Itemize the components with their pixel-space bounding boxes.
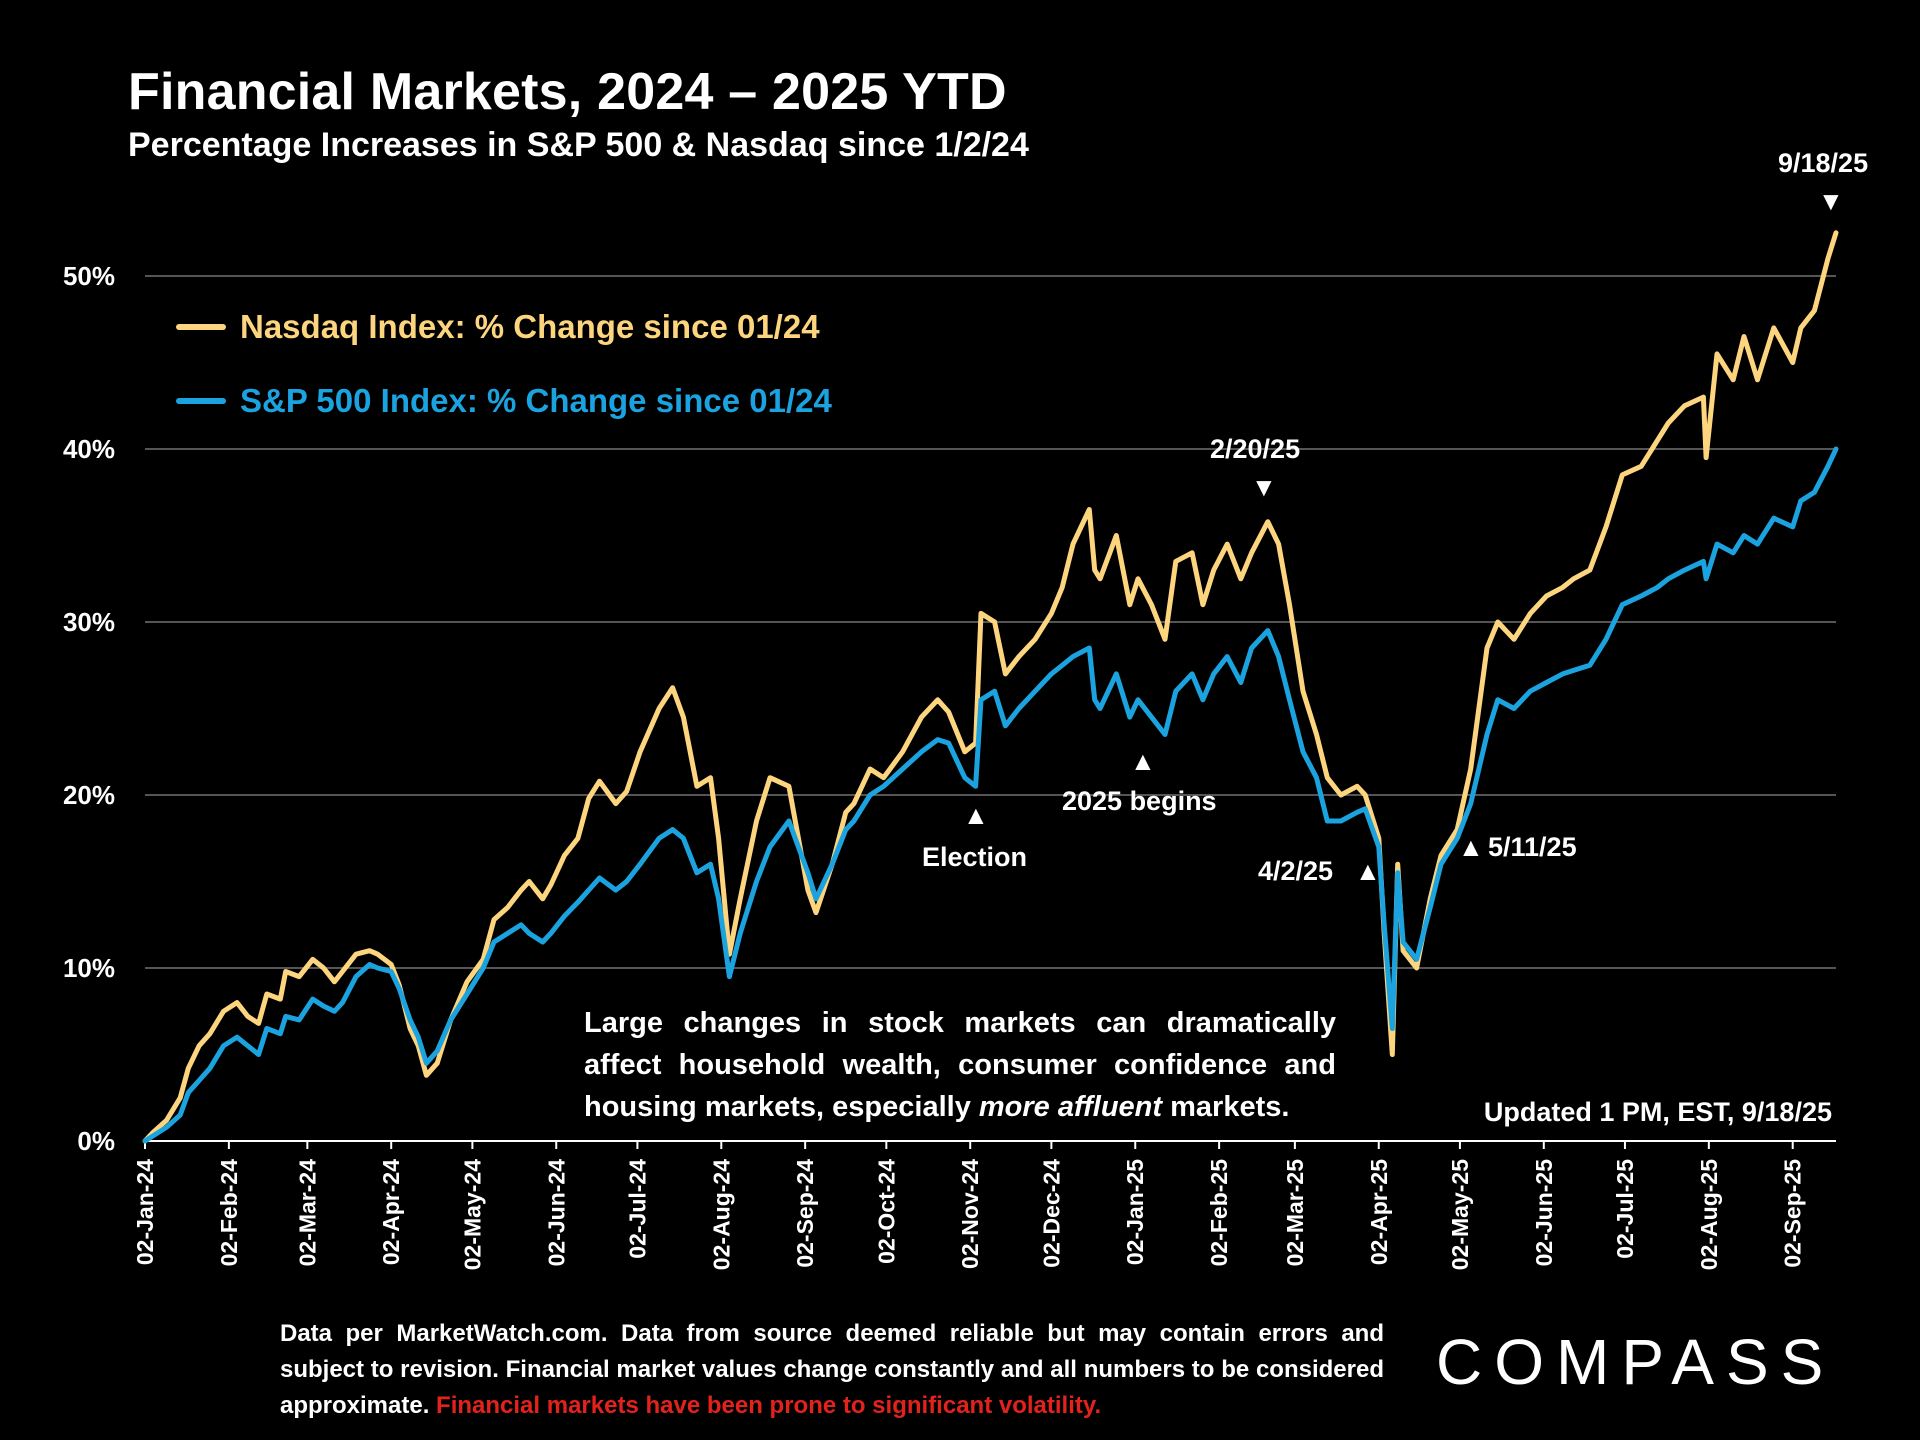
x-tick-label: 02-May-24	[459, 1159, 485, 1270]
series-lines	[142, 230, 1839, 1144]
x-tick-label: 02-May-25	[1447, 1159, 1473, 1270]
annotation-apr2: 4/2/25	[1258, 856, 1334, 886]
legend-item-sp500: S&P 500 Index: % Change since 01/24	[176, 382, 832, 420]
annotation-begins: 2025 begins	[1062, 786, 1217, 816]
chart-subtitle: Percentage Increases in S&P 500 & Nasdaq…	[128, 126, 1029, 164]
y-tick-label: 30%	[63, 607, 115, 637]
annotation-election: Election	[922, 842, 1028, 872]
footer-text: Data per MarketWatch.com. Data from sour…	[280, 1320, 1384, 1419]
annotation-end-date: 9/18/25	[1778, 148, 1869, 178]
x-tick-label: 02-Sep-24	[792, 1159, 818, 1268]
chart-title: Financial Markets, 2024 – 2025 YTD	[128, 63, 1007, 121]
x-tick-label: 02-Jun-25	[1531, 1159, 1557, 1267]
updated-timestamp: Updated 1 PM, EST, 9/18/25	[1483, 1097, 1832, 1127]
legend-swatch-sp500	[176, 398, 226, 404]
x-tick-label: 02-Jan-24	[132, 1159, 158, 1265]
x-tick-label: 02-Mar-24	[294, 1159, 320, 1267]
annotation-may11-arrow: ▲	[1458, 832, 1484, 862]
legend-item-nasdaq: Nasdaq Index: % Change since 01/24	[176, 308, 820, 346]
y-tick-label: 50%	[63, 261, 115, 291]
y-tick-label: 20%	[63, 780, 115, 810]
x-tick-label: 02-Jan-25	[1122, 1159, 1148, 1265]
y-tick-label: 40%	[63, 434, 115, 464]
note-text-before: Large changes in stock markets can drama…	[584, 1007, 1336, 1123]
x-tick-label: 02-Feb-25	[1206, 1159, 1232, 1267]
x-tick-label: 02-Apr-25	[1366, 1159, 1392, 1265]
y-tick-label: 10%	[63, 953, 115, 983]
legend-label-sp500: S&P 500 Index: % Change since 01/24	[240, 382, 832, 419]
commentary-note: Large changes in stock markets can drama…	[584, 1002, 1336, 1128]
x-tick-label: 02-Aug-24	[708, 1159, 734, 1270]
x-tick-label: 02-Sep-25	[1780, 1159, 1806, 1268]
x-axis-ticks: 02-Jan-24 02-Feb-24 02-Mar-24 02-Apr-24 02-M…	[132, 1141, 1806, 1270]
note-text-after: markets.	[1162, 1091, 1290, 1123]
x-tick-label: 02-Oct-24	[873, 1159, 899, 1264]
annotation-begins-arrow: ▲	[1130, 746, 1156, 776]
annotation-peak-arrow: ▼	[1251, 472, 1277, 502]
compass-logo: COMPASS	[1436, 1326, 1836, 1398]
x-tick-label: 02-Jun-24	[543, 1159, 569, 1267]
x-tick-label: 02-Nov-24	[957, 1159, 983, 1269]
annotation-election-arrow: ▲	[963, 800, 989, 830]
x-tick-label: 02-Aug-25	[1696, 1159, 1722, 1270]
legend-swatch-nasdaq	[176, 324, 226, 330]
series-line-sp500	[142, 446, 1839, 1144]
footer-disclaimer: Data per MarketWatch.com. Data from sour…	[280, 1316, 1384, 1424]
annotation-end-date-arrow: ▼	[1818, 186, 1844, 216]
annotation-peak: 2/20/25	[1210, 434, 1301, 464]
x-tick-label: 02-Apr-24	[378, 1159, 404, 1265]
y-tick-label: 0%	[77, 1126, 115, 1156]
annotation-may11: 5/11/25	[1488, 832, 1577, 862]
x-tick-label: 02-Dec-24	[1038, 1159, 1064, 1268]
note-text-italic: more affluent	[978, 1091, 1163, 1123]
x-tick-label: 02-Jul-24	[624, 1159, 650, 1259]
legend-label-nasdaq: Nasdaq Index: % Change since 01/24	[240, 308, 820, 345]
annotation-apr2-arrow: ▲	[1355, 856, 1381, 886]
x-tick-label: 02-Feb-24	[216, 1159, 242, 1267]
footer-warning: Financial markets have been prone to sig…	[436, 1392, 1102, 1419]
x-tick-label: 02-Jul-25	[1612, 1159, 1638, 1259]
x-tick-label: 02-Mar-25	[1282, 1159, 1308, 1267]
y-axis-ticks: 0% 10% 20% 30% 40% 50%	[63, 261, 115, 1156]
